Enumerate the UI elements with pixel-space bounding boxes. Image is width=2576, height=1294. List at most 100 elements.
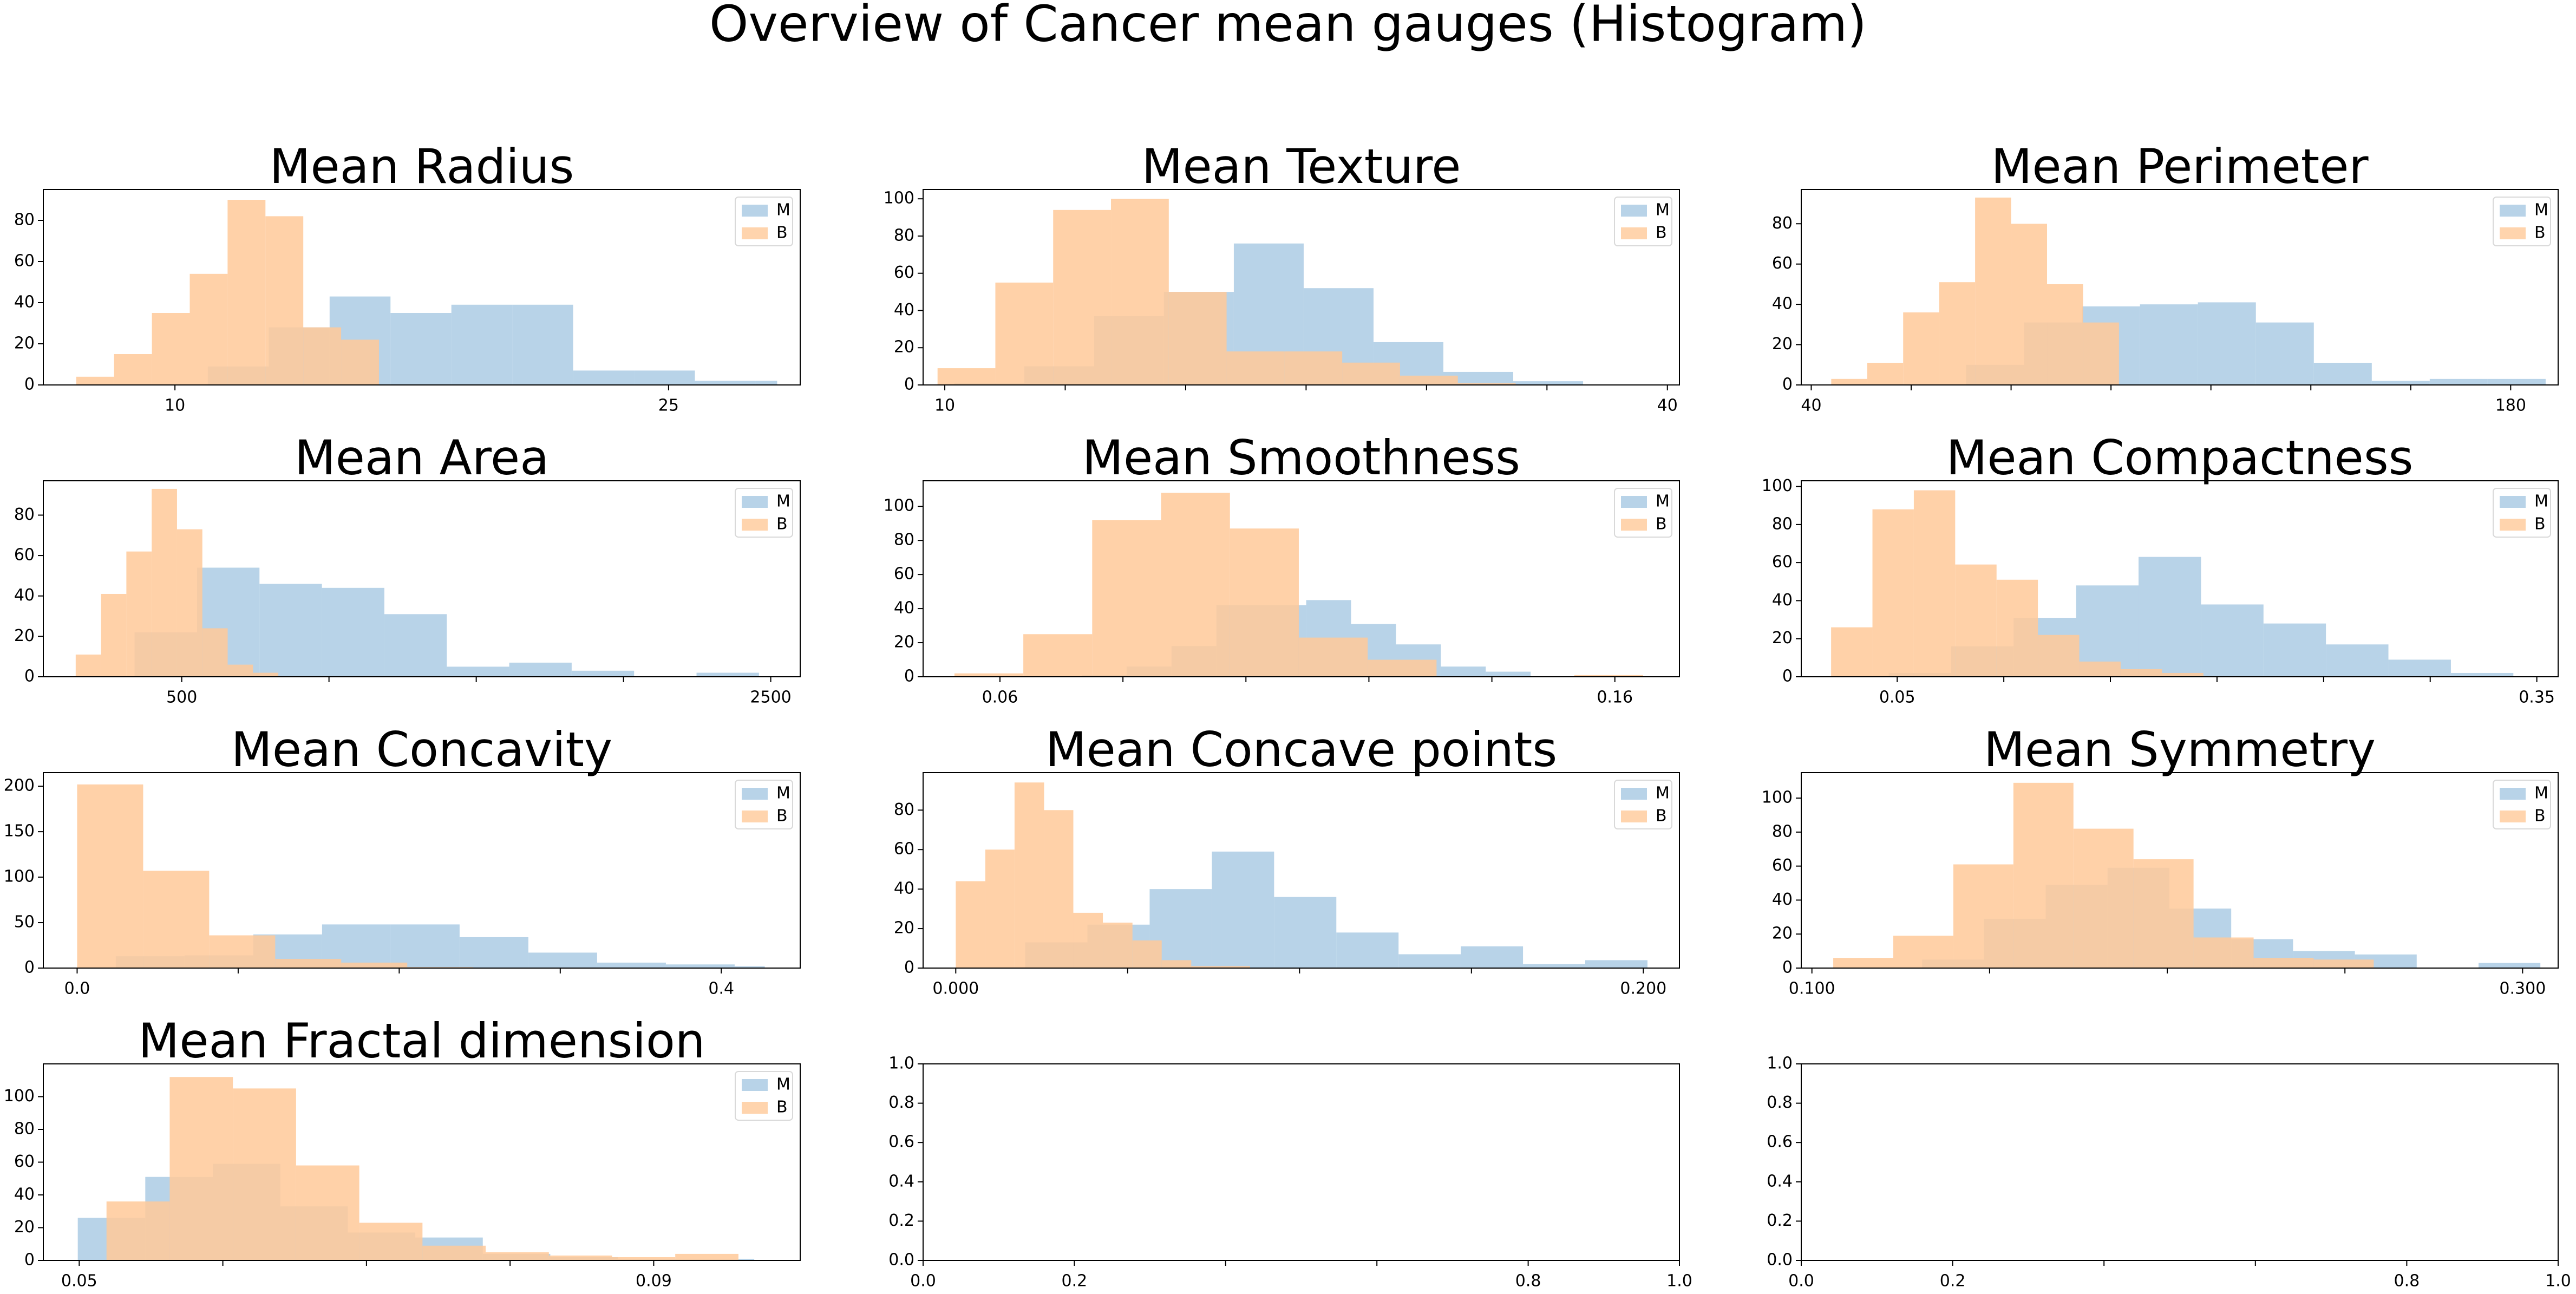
bar-M [528,952,597,968]
subplot-8: Mean Concave points 0 20 40 60 80 0.000 0.200 MB [894,722,1680,998]
y-tick-label: 80 [14,211,35,230]
bar-B [77,784,143,968]
legend-label-M: M [776,492,790,511]
y-tick-label: 20 [894,633,914,652]
x-tick-label: 500 [166,688,197,707]
subplot-1: Mean Radius 0 20 40 60 80 10 25 MB [14,139,801,415]
bar-B [2313,959,2374,968]
bar-M [459,937,528,968]
x-tick-label: 0.0 [64,979,90,998]
bar-B [233,1088,296,1260]
x-tick-label: 10 [165,396,185,415]
bar-B [1457,383,1516,385]
y-tick-label: 60 [894,565,914,584]
bar-M [2450,672,2514,677]
y-tick-label: 50 [14,913,35,932]
bar-M [2198,302,2256,385]
bar-B [1044,810,1074,968]
legend-label-B: B [1656,224,1667,243]
y-tick-label: 0.8 [1767,1093,1793,1112]
legend-label-B: B [1656,807,1667,826]
subplot-title: Mean Smoothness [1082,430,1520,486]
bar-B [1161,960,1192,968]
y-tick-label: 40 [14,293,35,312]
y-tick-label: 100 [1762,788,1793,807]
x-tick-label: 1.0 [2545,1272,2571,1291]
bar-B [341,962,408,968]
y-tick-label: 0.4 [888,1172,914,1191]
subplot-title: Mean Fractal dimension [138,1013,705,1069]
y-tick-label: 60 [894,840,914,859]
y-tick-label: 80 [894,800,914,819]
legend-swatch-M [742,1079,768,1091]
legend-label-M: M [2534,784,2548,803]
bar-B [152,313,190,385]
y-tick-label: 0.6 [888,1133,914,1152]
bars-group [77,1077,755,1260]
legend-swatch-B [1621,811,1647,822]
bar-B [209,935,276,968]
bar-B [341,339,379,385]
y-tick-label: 0.0 [888,1251,914,1270]
x-tick-label: 0.8 [1515,1272,1541,1291]
legend-swatch-M [2500,788,2526,800]
y-tick-label: 40 [1772,295,1793,313]
bar-M [322,587,384,677]
bar-M [1486,671,1531,677]
bar-B [253,672,279,677]
subplot-3: Mean Perimeter 0 20 40 60 80 40 180 MB [1772,139,2559,415]
x-tick-label: 0.200 [1620,979,1666,998]
legend-label-M: M [1656,492,1670,511]
y-tick-label: 20 [894,338,914,357]
legend-label-B: B [2534,515,2546,534]
legend-swatch-B [742,1102,768,1114]
bar-M [512,304,573,385]
bar-M [695,381,756,385]
y-tick-label: 0 [904,958,914,977]
bar-M [2429,378,2488,385]
legend-swatch-M [742,496,768,508]
bar-B [1831,378,1867,385]
y-tick-label: 80 [1772,214,1793,233]
bar-B [1103,923,1133,968]
axes-frame [1801,189,2559,385]
bars-group [954,493,1643,677]
bar-B [954,673,1024,677]
bar-B [101,593,127,677]
bar-B [227,200,266,385]
bar-B [1220,966,1250,968]
legend-label-M: M [776,1075,790,1094]
bar-M [755,381,777,385]
figure-title: Overview of Cancer mean gauges (Histogra… [709,0,1867,53]
bar-B [1939,282,1976,385]
axes-frame [923,480,1680,677]
axes-frame [1801,1063,2559,1261]
y-tick-label: 0 [1782,375,1793,394]
bar-M [665,964,735,968]
axes-frame [923,1063,1680,1261]
bar-M [1441,666,1486,677]
y-tick-label: 0.4 [1767,1172,1793,1191]
bar-M [597,962,666,968]
x-tick-label: 0.2 [1062,1272,1088,1291]
subplot-4: Mean Area 0 20 40 60 80 500 2500 MB [14,430,801,707]
legend-swatch-M [742,205,768,217]
bar-M [390,313,452,385]
bar-B [75,654,101,677]
bar-B [189,273,228,385]
subplot-title: Mean Radius [270,139,574,194]
bar-B [1092,520,1161,677]
legend-label-B: B [1656,515,1667,534]
y-tick-label: 60 [894,263,914,282]
y-tick-label: 0.8 [888,1093,914,1112]
subplot-title: Mean Concavity [231,722,612,777]
y-tick-label: 0.2 [1767,1211,1793,1230]
axes-frame [43,480,801,677]
x-tick-label: 25 [658,396,679,415]
x-tick-label: 40 [1801,396,1821,415]
bar-M [509,662,572,677]
y-tick-label: 20 [894,919,914,938]
y-tick-label: 150 [4,822,35,841]
bar-B [2083,322,2119,385]
legend-label-B: B [776,515,788,534]
